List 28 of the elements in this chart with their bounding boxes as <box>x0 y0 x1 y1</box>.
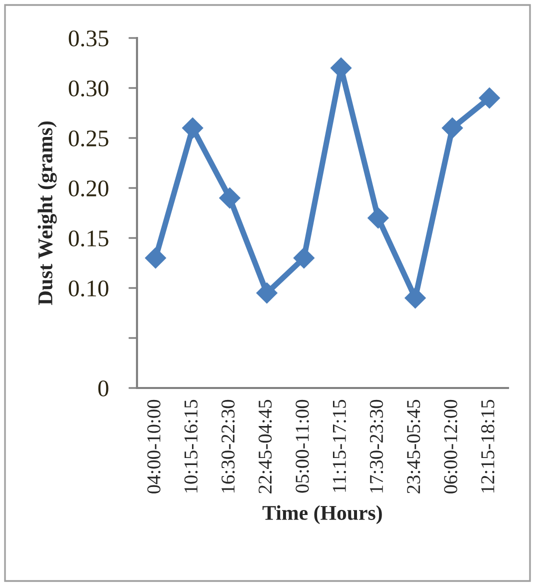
point <box>182 117 204 139</box>
x-tick-label: 05:00-11:00 <box>296 400 309 493</box>
x-tick-label: 11:15-17:15 <box>332 400 346 492</box>
x-axis-title: Time (Hours) <box>262 505 382 524</box>
x-tick-label: 04:00-10:00 <box>147 400 160 494</box>
point <box>478 87 500 109</box>
x-tick-label: 23:45-05:45 <box>406 400 420 494</box>
x-tick-label: 10:15-16:15 <box>184 400 198 492</box>
y-tick-label: 0.20 <box>68 180 108 197</box>
y-axis-title: Dust Weight (grams) <box>38 122 57 306</box>
point <box>218 187 241 209</box>
x-tick-label: 22:45-04:45 <box>258 400 272 494</box>
y-tick-label: 0.15 <box>68 230 108 247</box>
x-tick-label: 17:30-23:30 <box>370 400 384 492</box>
point <box>442 117 464 139</box>
y-tick-label: 0 <box>98 380 108 396</box>
x-tick-label: 16:30-22:30 <box>221 400 235 492</box>
point <box>256 282 278 304</box>
y-tick-label: 0.10 <box>68 280 108 297</box>
x-tick-label: 06:00-12:00 <box>444 400 458 494</box>
y-tick-label: 0.30 <box>68 80 108 97</box>
point <box>293 247 315 269</box>
point <box>404 287 426 309</box>
y-tick-label: 0.25 <box>68 130 108 147</box>
x-tick-label: 12:15-18:15 <box>481 400 494 492</box>
point <box>144 247 166 269</box>
y-tick-label: 0.35 <box>68 30 108 47</box>
point <box>367 207 389 229</box>
